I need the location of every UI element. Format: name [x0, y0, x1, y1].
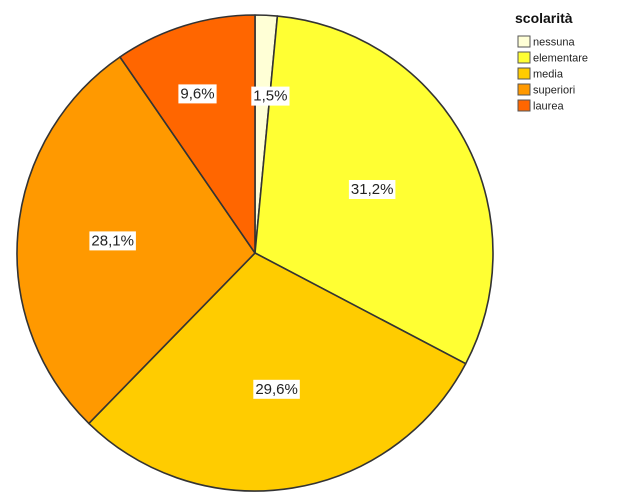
data-label-background [253, 379, 300, 399]
data-label-background [178, 84, 217, 104]
data-label-media: 29,6% [255, 381, 298, 398]
legend-swatch-superiori [517, 83, 531, 96]
data-label-superiori: 28,1% [91, 232, 134, 249]
legend-label-elementare: elementare [533, 53, 588, 65]
pie-data-labels: 1,5% 31,2% 29,6% 28,1% 9,6% [89, 84, 396, 399]
data-label-background [89, 231, 136, 251]
pie-slice-laurea [119, 14, 256, 254]
legend-items: nessuna elementare media superiori laurea [517, 35, 588, 113]
legend-swatch-laurea [517, 99, 531, 112]
pie-slice-media [88, 252, 467, 492]
legend-title: scolarità [515, 10, 573, 26]
data-label-nessuna: 1,5% [253, 88, 287, 105]
data-label-laurea: 9,6% [180, 85, 214, 102]
legend-swatch-media [517, 67, 531, 80]
pie-slice-superiori [16, 56, 256, 425]
legend-swatch-elementare [517, 51, 531, 64]
data-label-elementare: 31,2% [351, 181, 394, 198]
legend-label-media: media [533, 69, 564, 81]
legend: scolarità nessuna elementare media superior… [515, 10, 588, 113]
data-label-background [251, 86, 290, 106]
pie-slices [16, 14, 494, 492]
legend-label-nessuna: nessuna [533, 37, 575, 49]
legend-label-laurea: laurea [533, 101, 564, 113]
data-label-background [348, 180, 396, 199]
legend-label-superiori: superiori [533, 85, 575, 97]
legend-swatch-nessuna [517, 35, 531, 48]
